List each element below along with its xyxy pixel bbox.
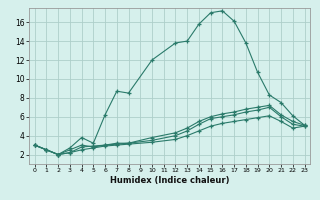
X-axis label: Humidex (Indice chaleur): Humidex (Indice chaleur) [110, 176, 229, 185]
